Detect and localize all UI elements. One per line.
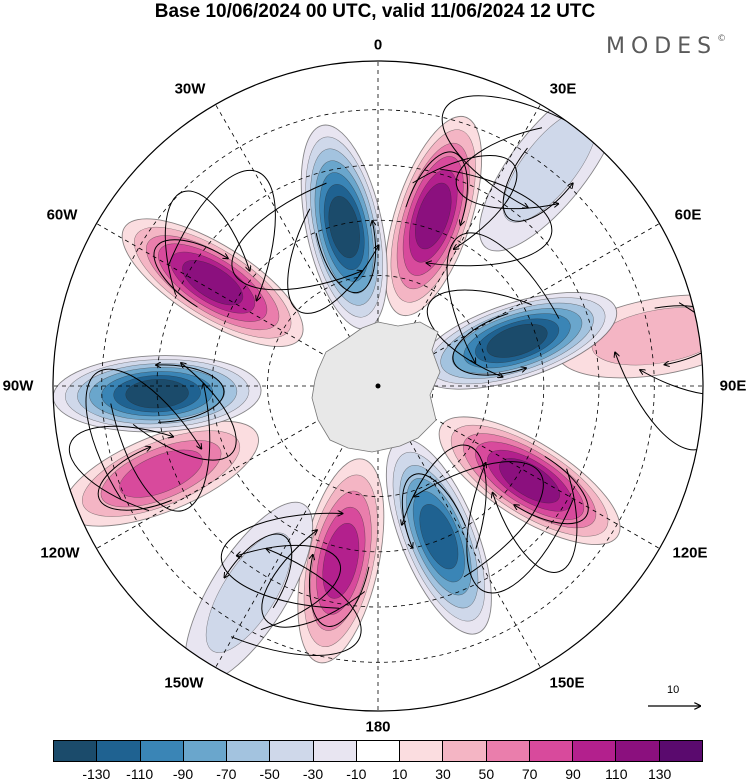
lon-label-180: 180 xyxy=(365,718,391,736)
map-border xyxy=(52,60,704,712)
colorbar-tick: 10 xyxy=(391,766,408,782)
lon-label-120w: 120W xyxy=(40,544,80,562)
colorbar-tick: 70 xyxy=(521,766,538,782)
contour-band xyxy=(119,449,203,498)
meridian xyxy=(215,104,379,387)
streamline xyxy=(414,461,544,578)
streamline xyxy=(412,155,518,249)
brand-text: MODES xyxy=(606,34,718,59)
streamline xyxy=(446,232,560,363)
colorbar-tick: -50 xyxy=(259,766,280,782)
contour-band xyxy=(322,522,360,599)
lon-label-30e: 30E xyxy=(549,80,577,98)
meridian xyxy=(96,385,379,549)
colorbar-bin-2 xyxy=(140,741,184,761)
colorbar-bin-7 xyxy=(356,741,401,761)
streamline xyxy=(402,444,487,549)
lon-label-0: 0 xyxy=(373,36,383,54)
lon-label-120e: 120E xyxy=(672,544,708,562)
colorbar-bin-8 xyxy=(400,741,444,761)
colorbar-tick: -90 xyxy=(172,766,194,782)
colorbar-tick: 30 xyxy=(435,766,451,782)
contour-band xyxy=(182,260,244,306)
graticule xyxy=(53,61,703,711)
streamline xyxy=(230,549,362,656)
colorbar-tick: -70 xyxy=(216,766,237,782)
streamline xyxy=(466,463,575,594)
colorbar-bin-1 xyxy=(97,741,141,761)
lobe-70E xyxy=(417,291,618,390)
colorbar-bin-9 xyxy=(443,741,487,761)
streamline xyxy=(261,530,366,628)
meridian xyxy=(215,385,379,668)
streamline xyxy=(164,190,250,295)
colorbar-tick: -130 xyxy=(82,766,111,782)
colorbar-tick: 130 xyxy=(647,766,672,782)
colorbar-bin-4 xyxy=(227,741,271,761)
lobe-120E xyxy=(438,416,621,546)
colorbar-bin-11 xyxy=(529,741,574,761)
streamline xyxy=(455,127,558,210)
lon-label-150e: 150E xyxy=(549,674,585,692)
lobe-20E xyxy=(384,115,483,317)
reference-vector-label: 10 xyxy=(667,684,680,696)
copyright-mark: © xyxy=(717,34,727,44)
latitude-circle xyxy=(156,164,600,608)
streamline xyxy=(441,95,573,208)
colorbar-bin-0 xyxy=(54,741,98,761)
streamline xyxy=(493,468,578,573)
lon-label-90e: 90E xyxy=(719,377,747,395)
colorbar-tick: -30 xyxy=(302,766,324,782)
colorbar xyxy=(53,740,703,762)
streamline xyxy=(68,425,173,512)
contour-band xyxy=(414,182,452,250)
colorbar-bin-3 xyxy=(183,741,228,761)
colorbar-bin-6 xyxy=(313,741,357,761)
colorbar-tick: 90 xyxy=(565,766,581,782)
colorbar-bin-10 xyxy=(486,741,530,761)
streamline xyxy=(237,544,342,631)
meridian xyxy=(96,223,379,387)
streamline xyxy=(427,168,553,280)
streamline xyxy=(231,182,362,291)
meridian xyxy=(377,385,541,668)
colorbar-bin-5 xyxy=(270,741,314,761)
colorbar-tick: 50 xyxy=(478,766,495,782)
meridian xyxy=(377,385,660,549)
streamline xyxy=(85,368,201,500)
meridian xyxy=(377,223,660,387)
south-pole-marker xyxy=(375,383,381,389)
lon-label-60w: 60W xyxy=(46,206,78,224)
latitude-circle xyxy=(211,219,545,553)
latitude-circle xyxy=(101,109,655,663)
lobe-165W xyxy=(297,458,385,664)
colorbar-bin-14 xyxy=(659,741,702,761)
streamline xyxy=(426,289,532,377)
lon-label-90w: 90W xyxy=(2,377,34,395)
chart-title: Base 10/06/2024 00 UTC, valid 11/06/2024… xyxy=(154,1,596,22)
colorbar-tick: 110 xyxy=(605,766,628,782)
streamline xyxy=(220,509,343,609)
colorbar-bin-13 xyxy=(616,741,660,761)
colorbar-tick: -10 xyxy=(346,766,367,782)
streamline xyxy=(287,208,379,314)
colorbar-bin-12 xyxy=(573,741,617,761)
latitude-circle xyxy=(267,275,489,497)
meridian xyxy=(377,104,541,387)
lon-label-60e: 60E xyxy=(674,206,702,224)
contour-band xyxy=(328,195,360,259)
lon-label-30w: 30W xyxy=(174,80,206,98)
lon-label-150w: 150W xyxy=(164,674,204,692)
contour-band xyxy=(486,323,548,358)
streamline xyxy=(110,384,211,512)
streamline xyxy=(168,169,276,300)
contour-band xyxy=(419,504,459,570)
colorbar-tick: -110 xyxy=(126,766,154,782)
brand-logo: MODES© xyxy=(606,34,726,59)
streamline xyxy=(640,302,703,396)
